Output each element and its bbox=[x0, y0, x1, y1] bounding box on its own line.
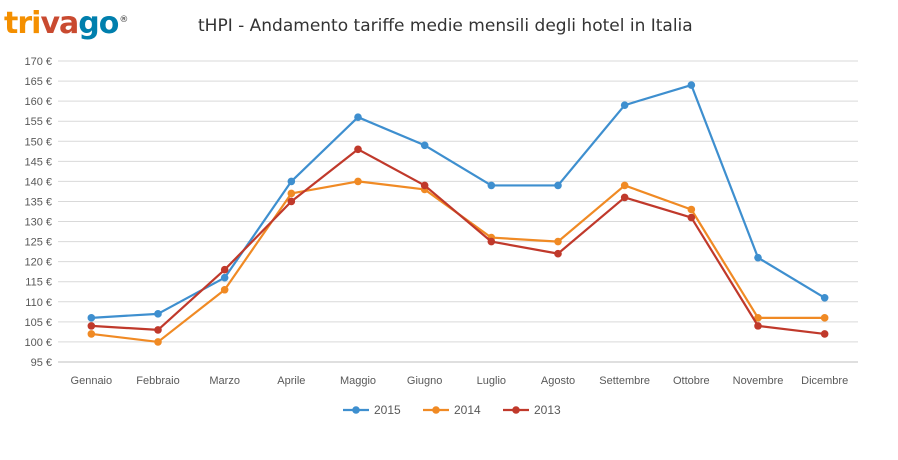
data-point-2013 bbox=[687, 213, 696, 222]
y-tick-label: 130 € bbox=[24, 217, 52, 229]
data-point-2013 bbox=[354, 145, 362, 154]
y-tick-label: 150 € bbox=[24, 136, 52, 148]
legend-marker-2014 bbox=[432, 406, 440, 414]
y-tick-label: 115 € bbox=[25, 277, 52, 289]
data-point-2015 bbox=[154, 310, 162, 318]
series-line-2013 bbox=[91, 148, 825, 335]
x-tick-label: Dicembre bbox=[801, 375, 848, 387]
x-tick-label: Marzo bbox=[209, 375, 240, 387]
data-point-2015 bbox=[487, 181, 496, 190]
series-line-2015 bbox=[91, 83, 826, 319]
legend-label-2014: 2014 bbox=[454, 403, 481, 417]
y-tick-label: 145 € bbox=[24, 156, 52, 168]
data-point-2014 bbox=[220, 285, 229, 294]
logo-letter: v bbox=[40, 6, 60, 41]
y-tick-label: 155 € bbox=[24, 116, 52, 128]
data-point-2014 bbox=[554, 237, 562, 246]
data-point-2015 bbox=[554, 181, 562, 190]
x-tick-label: Settembre bbox=[599, 375, 650, 387]
y-tick-label: 125 € bbox=[24, 237, 52, 249]
y-tick-label: 135 € bbox=[24, 196, 52, 208]
data-point-2013 bbox=[287, 197, 296, 206]
x-tick-label: Agosto bbox=[541, 375, 575, 387]
x-tick-label: Novembre bbox=[733, 375, 784, 387]
y-tick-label: 170 € bbox=[24, 56, 52, 68]
trivago-logo: trivago® bbox=[4, 0, 128, 44]
x-tick-label: Maggio bbox=[340, 375, 376, 387]
logo-letter: o bbox=[98, 6, 120, 41]
legend-marker-2015 bbox=[352, 406, 360, 414]
y-tick-label: 100 € bbox=[24, 337, 52, 349]
data-point-2013 bbox=[87, 322, 96, 330]
data-point-2013 bbox=[554, 249, 562, 258]
logo-letter: a bbox=[59, 6, 79, 41]
data-point-2015 bbox=[754, 253, 762, 262]
data-point-2013 bbox=[820, 330, 829, 338]
x-tick-label: Luglio bbox=[477, 375, 506, 387]
data-point-2015 bbox=[287, 177, 296, 186]
data-point-2014 bbox=[754, 314, 762, 322]
y-tick-label: 140 € bbox=[24, 176, 52, 188]
legend-label-2015: 2015 bbox=[374, 403, 401, 417]
x-tick-label: Gennaio bbox=[71, 375, 113, 387]
data-point-2014 bbox=[687, 205, 696, 214]
data-point-2015 bbox=[220, 273, 229, 282]
y-tick-label: 95 € bbox=[31, 357, 52, 369]
data-point-2015 bbox=[87, 314, 96, 322]
logo-letter: r bbox=[17, 6, 32, 41]
data-point-2014 bbox=[287, 189, 296, 198]
data-point-2014 bbox=[620, 181, 629, 190]
y-tick-label: 110 € bbox=[25, 297, 52, 309]
data-point-2013 bbox=[154, 326, 162, 334]
data-point-2013 bbox=[487, 237, 496, 246]
data-point-2013 bbox=[420, 181, 429, 190]
logo-letter: i bbox=[31, 6, 41, 41]
x-tick-label: Ottobre bbox=[673, 375, 710, 387]
x-tick-label: Aprile bbox=[277, 375, 305, 387]
data-point-2015 bbox=[420, 141, 429, 150]
data-point-2014 bbox=[87, 330, 96, 338]
data-point-2014 bbox=[820, 314, 829, 322]
y-tick-label: 105 € bbox=[24, 317, 52, 329]
x-tick-label: Giugno bbox=[407, 375, 442, 387]
data-point-2015 bbox=[687, 81, 696, 89]
y-tick-label: 120 € bbox=[24, 257, 52, 269]
data-point-2014 bbox=[154, 338, 162, 346]
legend-marker-2013 bbox=[512, 406, 520, 414]
y-tick-label: 165 € bbox=[24, 76, 52, 88]
chart-title: tHPI - Andamento tariffe medie mensili d… bbox=[198, 16, 693, 36]
legend-label-2013: 2013 bbox=[534, 403, 561, 417]
data-point-2013 bbox=[754, 322, 762, 330]
logo-letter: t bbox=[4, 6, 18, 41]
registered-mark: ® bbox=[119, 15, 128, 25]
x-tick-label: Febbraio bbox=[136, 375, 179, 387]
data-point-2013 bbox=[220, 265, 229, 274]
y-tick-label: 160 € bbox=[24, 96, 52, 108]
data-point-2014 bbox=[354, 177, 362, 186]
data-point-2015 bbox=[354, 113, 362, 121]
data-point-2013 bbox=[620, 193, 629, 202]
logo-letter: g bbox=[78, 6, 100, 41]
data-point-2015 bbox=[820, 293, 829, 302]
data-point-2015 bbox=[620, 101, 629, 109]
